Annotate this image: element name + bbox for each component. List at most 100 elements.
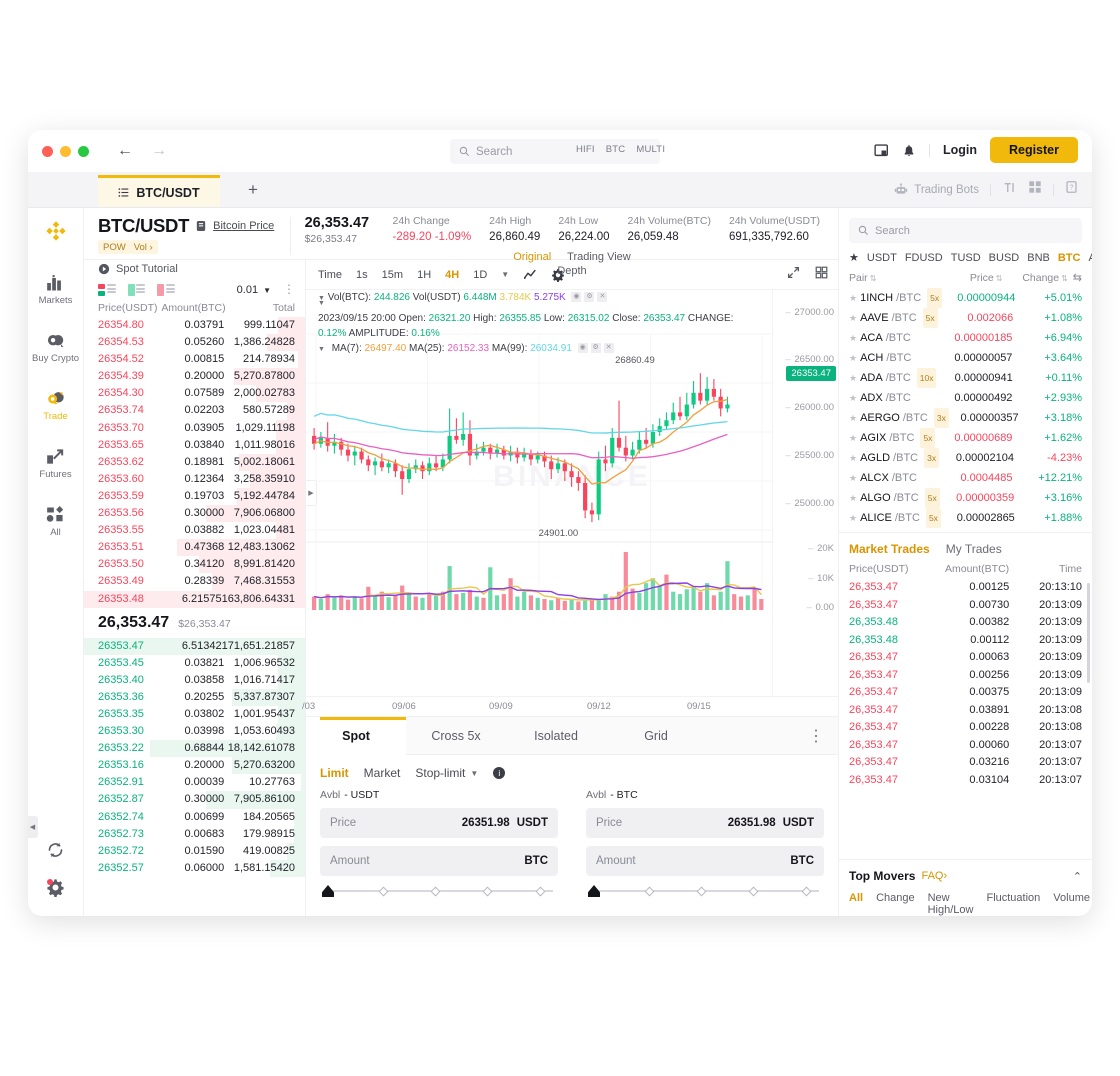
header-change[interactable]: Change ⇅ [1022, 271, 1068, 284]
nav-arrows[interactable]: ← → [117, 142, 167, 160]
market-pair-row[interactable]: ★ ACA/BTC 0.00000185 +6.94% [839, 328, 1092, 348]
interval-4h[interactable]: 4H [445, 268, 460, 281]
bitcoin-price-link[interactable]: Bitcoin Price [213, 220, 275, 232]
order-book-row[interactable]: 26353.62 0.18981 5,002.18061 [84, 453, 305, 471]
eye-icon[interactable]: ◉ [571, 292, 582, 303]
favorite-star-icon[interactable]: ★ [849, 313, 858, 323]
tag-pow[interactable]: POW [98, 240, 131, 254]
view-asks-icon[interactable] [157, 284, 175, 296]
chevron-down-icon[interactable]: ▼ [470, 768, 479, 778]
order-book-row[interactable]: 26352.74 0.00699 184.20565 [84, 808, 305, 826]
slider-handle[interactable] [588, 885, 600, 897]
market-pair-row[interactable]: ★ AERGO/BTC 3x 0.00000357 +3.18% [839, 408, 1092, 428]
price-axis[interactable]: 27000.00 26500.00 26353.47 26000.00 2550… [772, 290, 838, 696]
buy-amount-input[interactable]: Amount BTC [320, 846, 558, 876]
favorite-star-icon[interactable]: ★ [849, 293, 858, 303]
market-pair-row[interactable]: ★ ALCX/BTC 0.0004485 +12.21% [839, 468, 1092, 488]
header-pair[interactable]: Pair ⇅ [849, 271, 877, 284]
order-book-row[interactable]: 26353.45 0.03821 1,006.96532 [84, 654, 305, 672]
hotword-2[interactable]: MULTI [636, 144, 666, 155]
volume-collapse-caret-icon[interactable]: ▼ [318, 295, 325, 302]
order-book-row[interactable]: 26353.74 0.02203 580.57289 [84, 402, 305, 420]
minimize-icon[interactable] [60, 145, 71, 157]
indicator-settings-icon[interactable]: ⚙ [590, 343, 601, 354]
order-book-row[interactable]: 26354.80 0.03791 999.11047 [84, 317, 305, 335]
order-form-menu-icon[interactable]: ⋮ [808, 728, 824, 745]
market-search-input[interactable]: Search [849, 218, 1082, 243]
notification-bell-icon[interactable] [902, 143, 916, 158]
tm-tab-volume[interactable]: Volume [1053, 892, 1090, 904]
indicator-settings-icon[interactable]: ⚙ [584, 292, 595, 303]
fullscreen-icon[interactable] [787, 266, 800, 284]
market-pair-row[interactable]: ★ AGLD/BTC 3x 0.00002104 -4.23% [839, 448, 1092, 468]
order-book-row[interactable]: 26353.49 0.28339 7,468.31553 [84, 573, 305, 591]
order-book-row[interactable]: 26353.40 0.03858 1,016.71417 [84, 671, 305, 689]
collapse-caret-icon[interactable]: ▼ [318, 300, 325, 307]
hotword-0[interactable]: HIFI [576, 144, 595, 155]
favorite-star-icon[interactable]: ★ [849, 433, 858, 443]
tab-isolated[interactable]: Isolated [534, 729, 578, 743]
sell-price-input[interactable]: Price 26351.98 USDT [586, 808, 824, 838]
favorite-star-icon[interactable]: ★ [849, 493, 858, 503]
favorite-star-icon[interactable]: ★ [849, 353, 858, 363]
spot-tutorial-link[interactable]: Spot Tutorial [84, 260, 305, 280]
order-book-row[interactable]: 26353.35 0.03802 1,001.95437 [84, 705, 305, 724]
interval-1s[interactable]: 1s [356, 268, 368, 281]
market-pair-row[interactable]: ★ 1INCH/BTC 5x 0.00000944 +5.01% [839, 288, 1092, 308]
forward-icon[interactable]: → [151, 142, 167, 159]
info-icon[interactable]: i [493, 767, 506, 779]
order-book-row[interactable]: 26353.51 0.47368 12,483.13062 [84, 539, 305, 557]
tm-tab-fluctuation[interactable]: Fluctuation [986, 892, 1041, 904]
order-book-row[interactable]: 26353.55 0.03882 1,023.04481 [84, 522, 305, 540]
header-price[interactable]: Price ⇅ [969, 271, 1003, 284]
order-book-row[interactable]: 26352.73 0.00683 179.98915 [84, 825, 305, 843]
top-movers-faq-link[interactable]: FAQ› [921, 870, 948, 882]
market-pair-row[interactable]: ★ ADA/BTC 10x 0.00000941 +0.11% [839, 368, 1092, 388]
view-trading-view[interactable]: Trading View [567, 251, 631, 263]
chart-layout-grid-icon[interactable] [815, 266, 828, 284]
favorites-star-icon[interactable]: ★ [849, 252, 859, 264]
order-book-row[interactable]: 26353.16 0.20000 5,270.63200 [84, 757, 305, 775]
order-book-row[interactable]: 26353.30 0.03998 1,053.60493 [84, 723, 305, 741]
chevron-up-icon[interactable]: ⌃ [1072, 870, 1082, 883]
quote-tab-bnb[interactable]: BNB [1027, 251, 1050, 264]
sidebar-item-all[interactable]: All [45, 505, 66, 539]
tab-cross-5x[interactable]: Cross 5x [431, 729, 481, 743]
interval-15m[interactable]: 15m [381, 268, 404, 281]
tm-tab-new-high-low[interactable]: New High/Low [927, 892, 974, 916]
order-type-limit[interactable]: Limit [320, 766, 349, 780]
view-original[interactable]: Original [513, 251, 552, 263]
market-pair-row[interactable]: ★ ADX/BTC 0.00000492 +2.93% [839, 388, 1092, 408]
tab-my-trades[interactable]: My Trades [945, 542, 1002, 556]
chart-settings-gear-icon[interactable] [551, 268, 565, 282]
tab-grid[interactable]: Grid [644, 729, 668, 743]
chart-area[interactable]: BINANCE ▼ 2023/09/15 20:00 Open: 26321.2… [306, 290, 838, 696]
sell-amount-input[interactable]: Amount BTC [586, 846, 824, 876]
sidebar-item-markets[interactable]: Markets [39, 273, 72, 307]
interval-1d[interactable]: 1D [473, 268, 488, 281]
market-pair-row[interactable]: ★ ACH/BTC 0.00000057 +3.64% [839, 348, 1092, 368]
ma-collapse-caret-icon[interactable]: ▼ [318, 346, 325, 353]
settings-gear-icon[interactable] [46, 878, 65, 902]
trades-scrollbar[interactable] [1087, 583, 1090, 683]
time-axis[interactable]: /03 09/06 09/09 09/12 09/15 [302, 696, 838, 716]
order-book-row[interactable]: 26352.87 0.30000 7,905.86100 [84, 791, 305, 809]
tm-tab-all[interactable]: All [849, 892, 864, 904]
order-book-row[interactable]: 26354.39 0.20000 5,270.87800 [84, 368, 305, 386]
interval-time[interactable]: Time [318, 268, 343, 281]
order-book-row[interactable]: 26353.56 0.30000 7,906.06800 [84, 505, 305, 523]
market-pair-row[interactable]: ★ AGIX/BTC 5x 0.00000689 +1.62% [839, 428, 1092, 448]
sell-amount-slider[interactable] [586, 884, 824, 898]
tab-btc-usdt[interactable]: BTC/USDT [98, 175, 220, 207]
order-book-row[interactable]: 26354.30 0.07589 2,000.02783 [84, 385, 305, 403]
favorite-star-icon[interactable]: ★ [849, 453, 858, 463]
tab-spot[interactable]: Spot [342, 729, 370, 743]
market-pair-row[interactable]: ★ ALGO/BTC 5x 0.00000359 +3.16% [839, 488, 1092, 508]
hot-searches[interactable]: HIFI BTC MULTI [576, 144, 665, 155]
new-tab-button[interactable]: + [248, 180, 258, 199]
order-book-row[interactable]: 26353.22 0.68844 18,142.61078 [84, 740, 305, 758]
login-button[interactable]: Login [942, 143, 977, 157]
tab-market-trades[interactable]: Market Trades [849, 542, 930, 556]
order-book-row[interactable]: 26353.47 6.51342 171,651.21857 [84, 637, 305, 655]
hotword-1[interactable]: BTC [605, 144, 626, 155]
